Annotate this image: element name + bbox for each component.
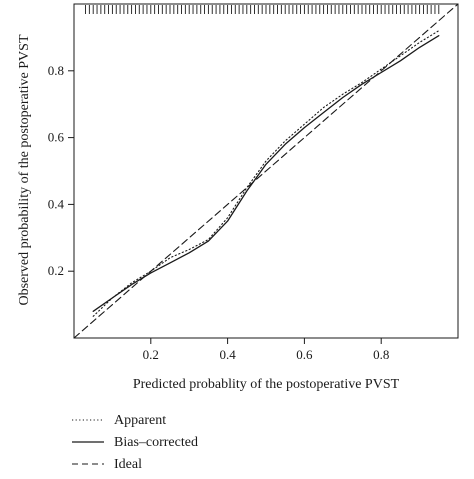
x-tick-label: 0.6 — [296, 347, 313, 362]
y-tick-label: 0.2 — [48, 263, 64, 278]
series-line-apparent — [92, 30, 440, 317]
legend-label-apparent: Apparent — [114, 413, 166, 428]
y-axis-label: Observed probability of the postoperativ… — [17, 34, 32, 305]
x-tick-label: 0.8 — [373, 347, 389, 362]
plot-frame — [73, 3, 459, 339]
y-tick-label: 0.6 — [48, 130, 65, 145]
series-line-bias-corrected — [92, 35, 440, 312]
x-axis-label: Predicted probablity of the postoperativ… — [133, 377, 400, 392]
x-tick-label: 0.2 — [143, 347, 159, 362]
legend-label-bias-corrected: Bias–corrected — [114, 435, 198, 450]
y-tick-label: 0.8 — [48, 63, 64, 78]
plot-area: 0.2 0.4 0.6 0.8 0.2 0.4 0.6 0.8 — [48, 3, 459, 362]
y-tick-label: 0.4 — [48, 196, 65, 211]
series-line-ideal — [73, 3, 459, 339]
legend: Apparent Bias–corrected Ideal — [72, 413, 198, 472]
legend-label-ideal: Ideal — [114, 457, 142, 472]
x-tick-label: 0.4 — [219, 347, 236, 362]
